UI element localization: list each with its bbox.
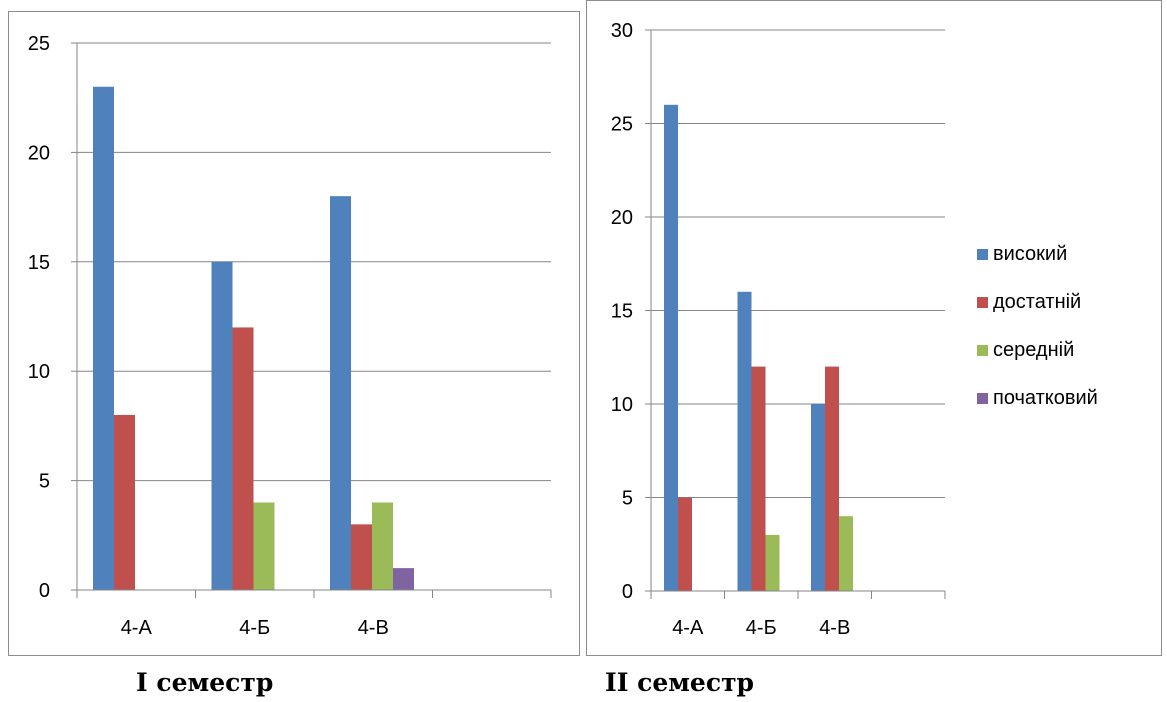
bar	[839, 516, 853, 591]
x-tick-label: 4-А	[672, 617, 704, 639]
y-tick-label: 5	[39, 471, 50, 493]
bar	[765, 534, 780, 591]
legend-item-high: високий	[977, 242, 1098, 267]
legend-label-sufficient: достатній	[993, 291, 1082, 313]
legend-label-high: високий	[993, 243, 1068, 265]
x-tick-label: 4-А	[121, 617, 153, 639]
bar	[253, 502, 275, 590]
y-tick-label: 15	[28, 252, 50, 274]
legend-item-sufficient: достатній	[977, 290, 1098, 315]
y-tick-label: 10	[611, 394, 633, 416]
y-tick-label: 20	[611, 207, 633, 229]
bar	[232, 327, 254, 590]
legend: високий достатній середній початковий	[977, 242, 1098, 434]
bar	[811, 404, 825, 591]
y-tick-label: 15	[611, 301, 633, 323]
bar	[737, 291, 752, 591]
bar	[678, 497, 692, 591]
bar	[393, 568, 414, 590]
y-tick-label: 25	[611, 114, 633, 136]
bar	[825, 366, 839, 591]
chart-caption-semester-2: II семестр	[605, 668, 755, 697]
legend-swatch-sufficient	[977, 297, 988, 308]
bar	[330, 196, 351, 590]
bar	[664, 104, 678, 592]
y-tick-label: 20	[28, 142, 50, 164]
legend-swatch-high	[977, 249, 988, 260]
legend-item-initial: початковий	[977, 386, 1098, 411]
x-tick-label: 4-Б	[746, 617, 777, 639]
legend-swatch-medium	[977, 345, 988, 356]
bar	[211, 261, 233, 590]
bar	[93, 86, 114, 590]
x-tick-label: 4-В	[819, 617, 850, 639]
y-tick-label: 30	[611, 20, 633, 42]
bar	[751, 366, 766, 591]
chart-caption-semester-1: I семестр	[136, 668, 274, 697]
bar	[372, 502, 393, 590]
y-tick-label: 0	[622, 581, 633, 603]
legend-item-medium: середній	[977, 338, 1098, 363]
bar	[114, 414, 135, 590]
y-tick-label: 10	[28, 361, 50, 383]
y-tick-label: 5	[622, 488, 633, 510]
legend-swatch-initial	[977, 393, 988, 404]
bar	[351, 524, 372, 590]
x-tick-label: 4-В	[358, 617, 389, 639]
y-tick-label: 0	[39, 580, 50, 602]
y-tick-label: 25	[28, 33, 50, 55]
x-tick-label: 4-Б	[239, 617, 270, 639]
legend-label-initial: початковий	[993, 387, 1098, 409]
legend-label-medium: середній	[993, 339, 1075, 361]
